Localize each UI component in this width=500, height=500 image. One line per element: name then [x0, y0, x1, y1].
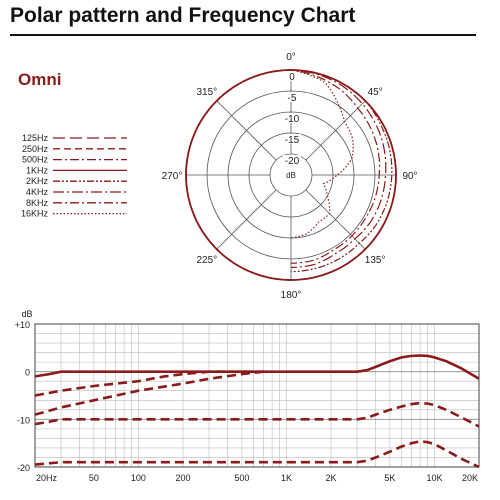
polar-angle-label: 45°	[368, 87, 383, 98]
polar-spoke	[305, 100, 366, 161]
freq-series-line	[34, 354, 480, 380]
polar-ring-label: -15	[285, 135, 300, 146]
freq-x-tick-label: 5K	[384, 473, 395, 483]
freq-x-tick-label: 10K	[426, 473, 442, 483]
polar-chart: 0° 45° 90° 135° 180° 225° 270° 315° 0 -5 -10 -15 -20…	[162, 52, 418, 301]
legend-label: 4KHz	[26, 187, 49, 197]
freq-x-tick-label: 1K	[281, 473, 292, 483]
polar-pattern-name: Omni	[18, 70, 62, 89]
frequency-chart: +10 0 -10 -20 dB 20Hz 50 100 200 500 1K 2K 5K 10K 20K	[15, 309, 480, 483]
freq-series-line	[34, 370, 264, 397]
freq-x-tick-label: 20Hz	[36, 473, 58, 483]
freq-y-axis-label: dB	[21, 309, 32, 319]
polar-ring-label: 0	[289, 72, 295, 83]
freq-series-line	[34, 401, 480, 428]
polar-angle-label: 180°	[281, 290, 302, 301]
legend-label: 125Hz	[22, 133, 49, 143]
polar-spoke	[216, 100, 277, 161]
polar-ring-label: -10	[285, 114, 300, 125]
legend-label: 500Hz	[22, 155, 49, 165]
freq-plot-frame	[34, 323, 480, 468]
freq-x-tick-label: 100	[131, 473, 146, 483]
freq-y-tick-label: 0	[25, 368, 30, 378]
freq-x-tick-label: 500	[234, 473, 249, 483]
freq-series-line	[34, 440, 480, 469]
polar-angle-label: 270°	[162, 171, 183, 182]
polar-ring-label-bg	[283, 134, 301, 144]
page-title: Polar pattern and Frequency Chart	[10, 4, 356, 27]
polar-ring-label-bg	[283, 113, 301, 123]
freq-x-tick-label: 50	[89, 473, 99, 483]
polar-center-label: dB	[286, 171, 296, 180]
polar-spoke	[216, 189, 277, 250]
freq-y-tick-label: +10	[15, 320, 30, 330]
legend-label: 2KHz	[26, 176, 49, 186]
freq-x-tick-label: 2K	[325, 473, 336, 483]
freq-series-line	[34, 370, 264, 416]
polar-ring-label-bg	[283, 92, 301, 102]
polar-angle-label: 90°	[402, 171, 417, 182]
polar-ring-label-bg	[283, 71, 301, 81]
legend-label: 250Hz	[22, 144, 49, 154]
title-rule	[10, 34, 476, 36]
freq-y-tick-label: -10	[17, 415, 30, 425]
polar-spoke	[305, 189, 366, 250]
polar-angle-label: 135°	[365, 255, 386, 266]
freq-y-tick-label: -20	[17, 463, 30, 473]
polar-angle-label: 0°	[286, 52, 296, 63]
legend-label: 16KHz	[21, 209, 49, 219]
polar-series-line	[185, 69, 354, 281]
freq-x-tick-label: 200	[175, 473, 190, 483]
legend-label: 8KHz	[26, 198, 49, 208]
legend-label: 1KHz	[26, 165, 49, 175]
polar-ring-label: -20	[285, 156, 300, 167]
polar-angle-label: 315°	[197, 87, 218, 98]
polar-ring-label-bg	[283, 155, 301, 165]
freq-x-tick-label: 20K	[462, 473, 478, 483]
polar-ring-label: -5	[288, 93, 297, 104]
polar-angle-label: 225°	[197, 255, 218, 266]
